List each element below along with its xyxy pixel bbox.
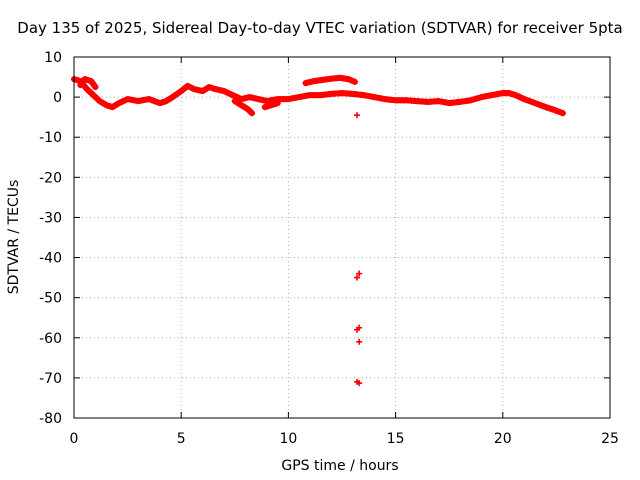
y-tick-label: -30	[39, 210, 62, 226]
y-tick-label: 10	[44, 50, 62, 66]
data-point	[248, 110, 255, 117]
y-tick-label: -70	[39, 371, 62, 387]
y-tick-label: -80	[39, 411, 62, 427]
data-point	[274, 100, 281, 107]
x-tick-label: 10	[279, 431, 297, 447]
y-tick-label: -20	[39, 170, 62, 186]
x-tick-label: 25	[601, 431, 619, 447]
plot-frame	[73, 56, 611, 419]
data-point	[92, 84, 99, 91]
x-tick-label: 15	[387, 431, 405, 447]
outlier-point	[354, 274, 361, 281]
y-tick-label: -10	[39, 130, 62, 146]
outlier-point	[354, 326, 361, 333]
outlier-point	[356, 270, 363, 277]
axis-ticks: 0 5 10 15 20 25 10 0 -10 -20 -30 -40 -50 -60 -70 -80	[39, 50, 619, 447]
chart-title: Day 135 of 2025, Sidereal Day-to-day VTE…	[17, 19, 622, 37]
data-point	[351, 78, 358, 85]
x-tick-label: 20	[494, 431, 512, 447]
y-axis-label: SDTVAR / TECUs	[6, 180, 22, 295]
outlier-point	[356, 338, 363, 345]
outlier-point	[354, 112, 361, 119]
y-tick-label: 0	[53, 90, 62, 106]
data-point	[559, 110, 566, 117]
data-points	[71, 74, 566, 387]
y-tick-label: -60	[39, 331, 62, 347]
y-tick-label: -50	[39, 291, 62, 307]
outlier-point	[356, 380, 363, 387]
grid-lines	[74, 57, 610, 418]
data-point	[247, 109, 254, 116]
x-axis-label: GPS time / hours	[281, 458, 398, 474]
x-tick-label: 0	[70, 431, 79, 447]
y-tick-label: -40	[39, 251, 62, 267]
x-tick-label: 5	[177, 431, 186, 447]
